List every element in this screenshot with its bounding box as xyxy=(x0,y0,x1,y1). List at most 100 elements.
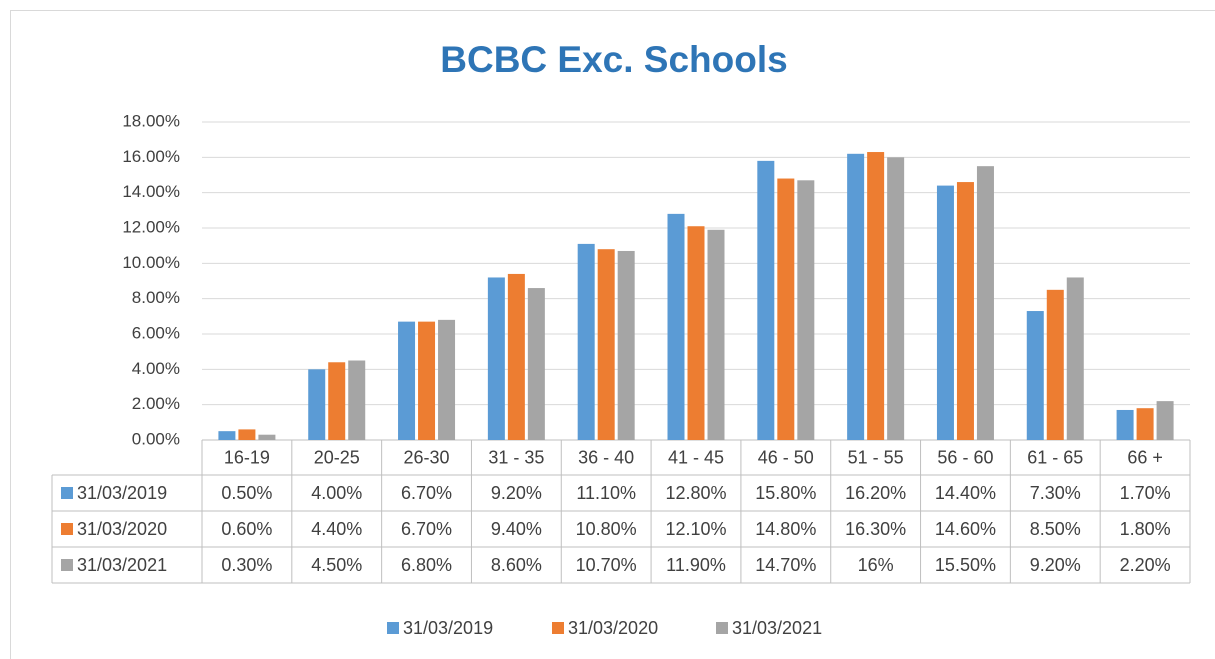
table-value: 14.70% xyxy=(755,555,816,575)
bar xyxy=(1136,408,1154,440)
bar xyxy=(1046,289,1064,440)
bar xyxy=(936,185,954,440)
legend-swatch xyxy=(716,622,728,634)
x-tick-label: 56 - 60 xyxy=(937,447,993,467)
y-tick-label: 4.00% xyxy=(132,359,180,378)
x-tick-label: 61 - 65 xyxy=(1027,447,1083,467)
bar xyxy=(1066,277,1084,440)
table-value: 15.50% xyxy=(935,555,996,575)
table-value: 0.30% xyxy=(221,555,272,575)
bar xyxy=(887,157,905,441)
table-value: 2.20% xyxy=(1120,555,1171,575)
table-value: 16.20% xyxy=(845,483,906,503)
bar xyxy=(438,319,456,440)
bar xyxy=(218,431,236,440)
y-tick-label: 14.00% xyxy=(122,182,180,201)
y-tick-label: 10.00% xyxy=(122,253,180,272)
y-tick-label: 0.00% xyxy=(132,429,180,448)
bar xyxy=(348,360,366,440)
table-legend-key xyxy=(61,559,73,571)
bar xyxy=(797,180,815,441)
bar xyxy=(1156,401,1174,440)
legend-swatch xyxy=(387,622,399,634)
y-tick-label: 8.00% xyxy=(132,288,180,307)
bar xyxy=(527,288,545,440)
table-row-header: 31/03/2019 xyxy=(77,483,167,503)
table-value: 14.60% xyxy=(935,519,996,539)
bar xyxy=(1116,409,1134,440)
x-tick-label: 41 - 45 xyxy=(668,447,724,467)
table-value: 12.10% xyxy=(665,519,726,539)
table-value: 4.50% xyxy=(311,555,362,575)
bar xyxy=(238,429,256,440)
y-tick-label: 6.00% xyxy=(132,323,180,342)
table-value: 6.80% xyxy=(401,555,452,575)
table-row-header: 31/03/2020 xyxy=(77,519,167,539)
x-tick-label: 51 - 55 xyxy=(848,447,904,467)
table-value: 12.80% xyxy=(665,483,726,503)
bar xyxy=(418,321,436,440)
table-value: 9.20% xyxy=(491,483,542,503)
table-value: 8.60% xyxy=(491,555,542,575)
legend-label: 31/03/2019 xyxy=(403,618,493,638)
table-value: 10.70% xyxy=(576,555,637,575)
legend-label: 31/03/2020 xyxy=(568,618,658,638)
table-value: 11.90% xyxy=(666,555,726,575)
bar xyxy=(707,229,725,440)
y-tick-label: 16.00% xyxy=(122,147,180,166)
table-value: 4.00% xyxy=(311,483,362,503)
table-value: 11.10% xyxy=(576,483,636,503)
table-value: 10.80% xyxy=(576,519,637,539)
table-row-header: 31/03/2021 xyxy=(77,555,167,575)
table-value: 9.40% xyxy=(491,519,542,539)
table-value: 4.40% xyxy=(311,519,362,539)
bar xyxy=(597,249,615,440)
bar xyxy=(328,362,346,440)
table-value: 6.70% xyxy=(401,483,452,503)
table-legend-key xyxy=(61,487,73,499)
table-value: 16% xyxy=(858,555,894,575)
table-value: 7.30% xyxy=(1030,483,1081,503)
bar xyxy=(956,182,974,441)
x-tick-label: 46 - 50 xyxy=(758,447,814,467)
table-value: 15.80% xyxy=(755,483,816,503)
x-tick-label: 31 - 35 xyxy=(488,447,544,467)
x-tick-label: 26-30 xyxy=(404,447,450,467)
table-value: 14.40% xyxy=(935,483,996,503)
bar xyxy=(577,243,595,440)
legend-label: 31/03/2021 xyxy=(732,618,822,638)
x-tick-label: 16-19 xyxy=(224,447,270,467)
x-tick-label: 66 + xyxy=(1127,447,1163,467)
y-tick-label: 12.00% xyxy=(122,217,180,236)
legend-swatch xyxy=(552,622,564,634)
table-value: 0.60% xyxy=(221,519,272,539)
bar xyxy=(867,152,885,441)
chart-border xyxy=(10,10,1215,659)
y-tick-label: 18.00% xyxy=(122,111,180,130)
bar xyxy=(308,369,326,440)
table-value: 1.80% xyxy=(1120,519,1171,539)
table-value: 1.70% xyxy=(1120,483,1171,503)
bar xyxy=(258,434,276,440)
chart-title: BCBC Exc. Schools xyxy=(440,39,787,80)
x-tick-label: 20-25 xyxy=(314,447,360,467)
bar xyxy=(757,160,775,440)
bar xyxy=(1026,311,1044,440)
table-legend-key xyxy=(61,523,73,535)
bar xyxy=(507,273,525,440)
bar xyxy=(847,153,865,441)
bar xyxy=(976,166,994,440)
table-value: 9.20% xyxy=(1030,555,1081,575)
bar xyxy=(617,250,635,440)
x-tick-label: 36 - 40 xyxy=(578,447,634,467)
table-value: 14.80% xyxy=(755,519,816,539)
table-value: 8.50% xyxy=(1030,519,1081,539)
table-value: 0.50% xyxy=(221,483,272,503)
bar xyxy=(687,226,705,440)
table-value: 16.30% xyxy=(845,519,906,539)
bar xyxy=(777,178,795,441)
bar xyxy=(398,321,416,440)
table-value: 6.70% xyxy=(401,519,452,539)
bar xyxy=(667,213,685,440)
